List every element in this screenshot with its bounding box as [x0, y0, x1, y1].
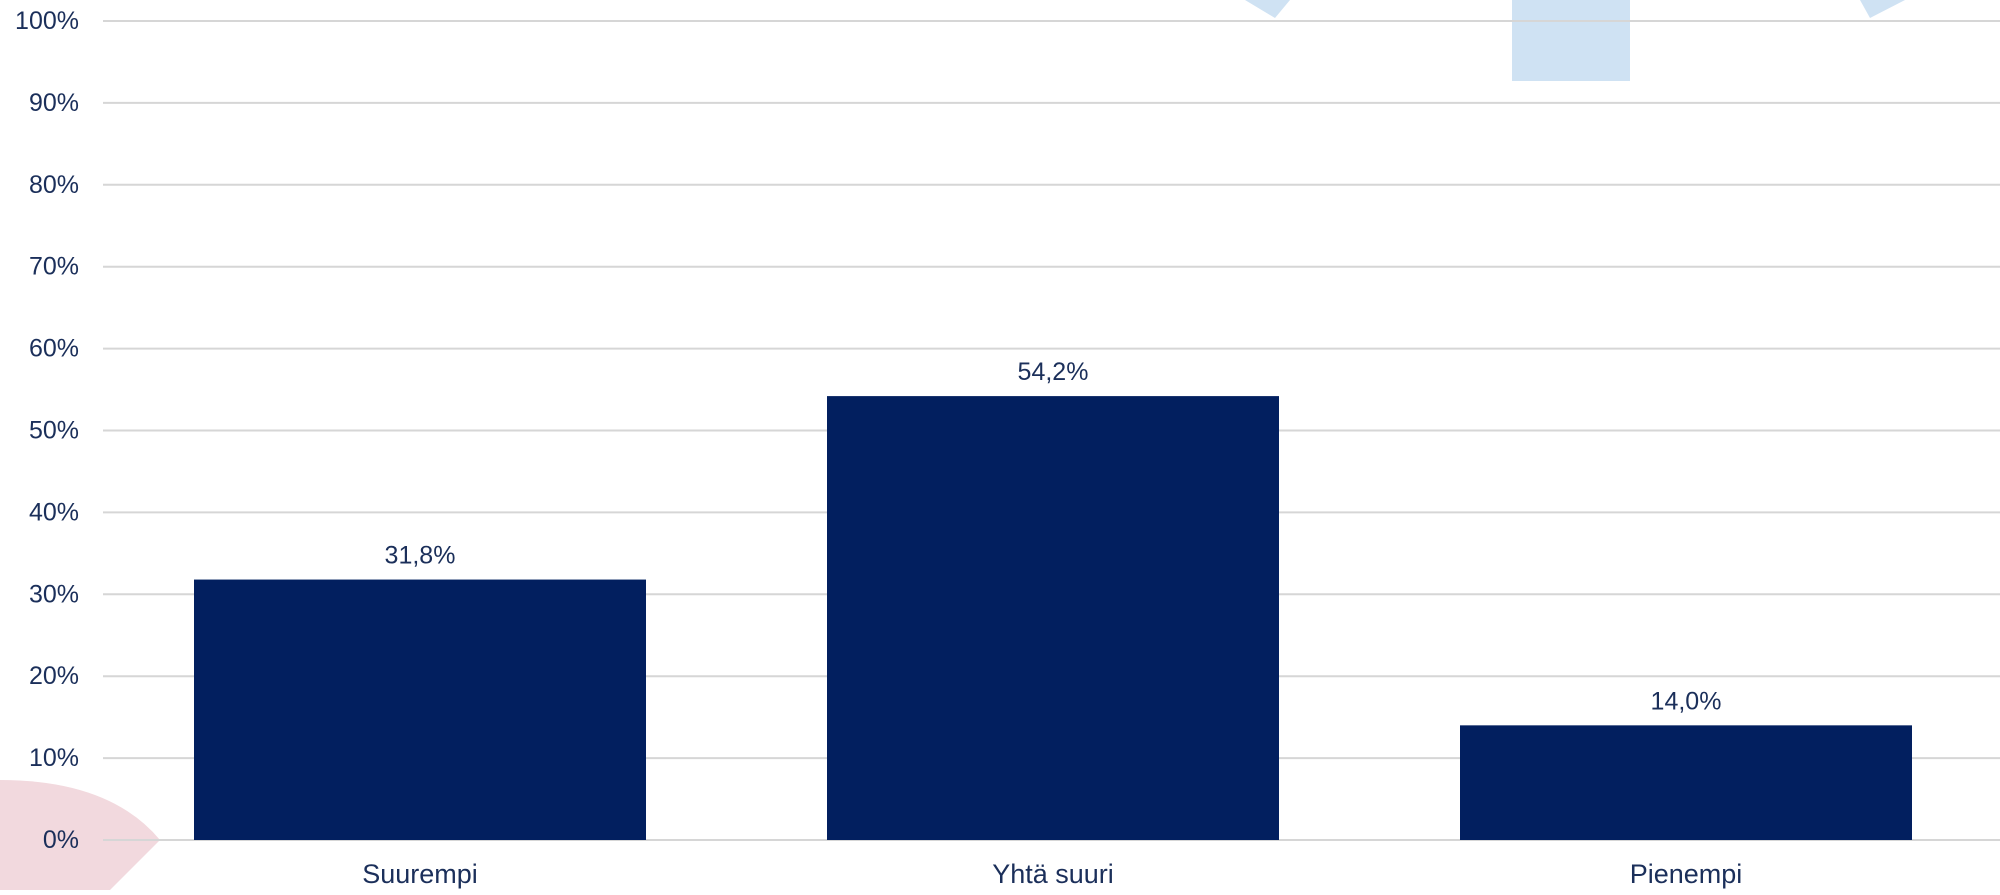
bar-1: [827, 396, 1279, 840]
bar-2: [1460, 725, 1912, 840]
data-label-2: 14,0%: [1651, 687, 1722, 715]
y-tick-label: 60%: [29, 335, 79, 363]
y-tick-label: 0%: [43, 826, 79, 854]
y-tick-label: 80%: [29, 171, 79, 199]
data-label-1: 54,2%: [1018, 358, 1089, 386]
bars: [194, 396, 1912, 840]
y-tick-label: 70%: [29, 253, 79, 281]
y-tick-label: 90%: [29, 89, 79, 117]
y-tick-label: 40%: [29, 498, 79, 526]
y-tick-label: 50%: [29, 417, 79, 445]
decor-blue-block: [1512, 0, 1630, 81]
bar-0: [194, 579, 646, 840]
decor-blue-chevron-left: [1245, 0, 1290, 18]
y-tick-label: 10%: [29, 744, 79, 772]
x-tick-label-1: Yhtä suuri: [992, 859, 1114, 889]
background-decorations: [0, 0, 1905, 890]
y-tick-label: 100%: [15, 7, 79, 35]
x-axis-ticks: Suurempi Yhtä suuri Pienempi: [362, 859, 1742, 889]
x-tick-label-2: Pienempi: [1630, 859, 1743, 889]
y-tick-label: 20%: [29, 662, 79, 690]
data-label-0: 31,8%: [385, 542, 456, 570]
data-labels: 31,8% 54,2% 14,0%: [385, 358, 1722, 715]
y-tick-label: 30%: [29, 580, 79, 608]
x-tick-label-0: Suurempi: [362, 859, 478, 889]
decor-pink-circle: [0, 780, 160, 890]
decor-blue-chevron-right: [1860, 0, 1905, 18]
y-axis-ticks: 0% 10% 20% 30% 40% 50% 60% 70% 80% 90% 100%: [15, 7, 79, 854]
